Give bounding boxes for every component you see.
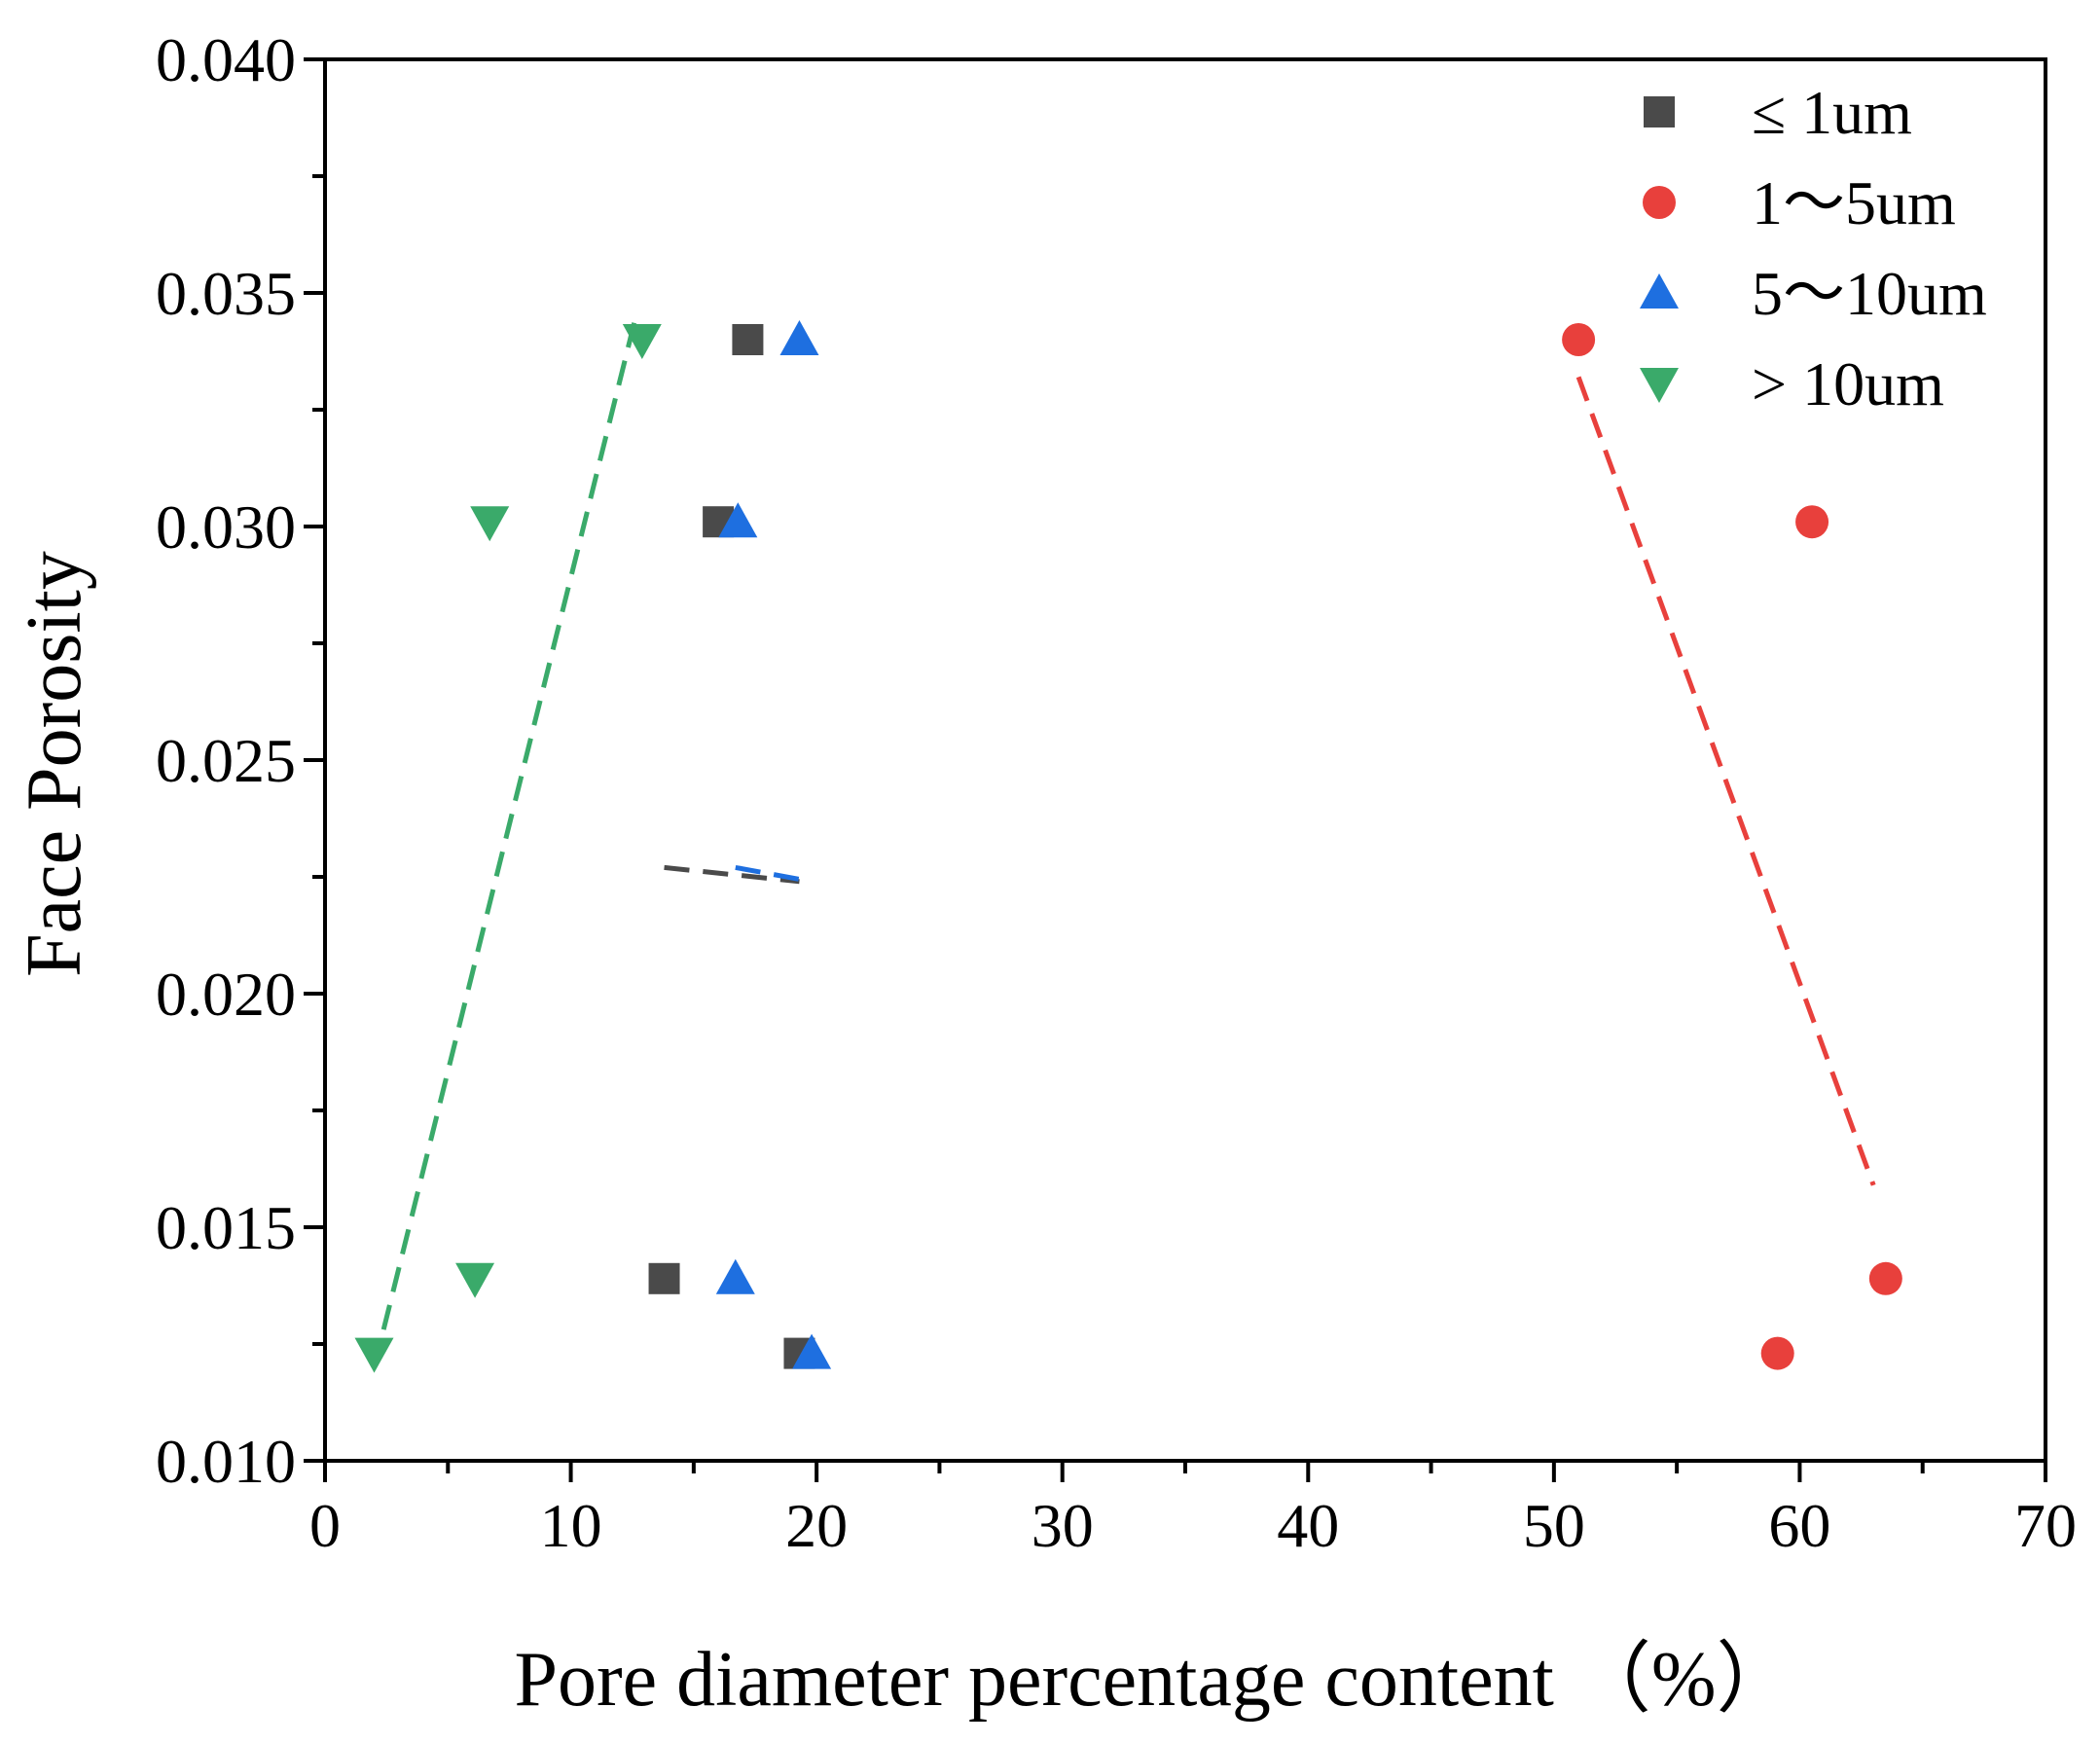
data-point	[1760, 1336, 1794, 1370]
x-tick-label: 30	[1032, 1491, 1094, 1560]
data-point	[718, 502, 758, 538]
data-point	[1562, 323, 1596, 356]
data-point	[1868, 1261, 1902, 1295]
legend-marker	[1640, 273, 1679, 309]
x-tick-label: 0	[309, 1491, 341, 1560]
legend: ≤ 1um 1～5um 5～10um > 10um	[1640, 78, 1987, 418]
x-axis-title: Pore diameter percentage content （%）	[515, 1637, 1794, 1723]
legend-label: > 10um	[1752, 349, 1944, 418]
x-tick-label: 70	[2014, 1491, 2077, 1560]
data-point	[648, 1262, 680, 1294]
data-point	[455, 1262, 495, 1298]
trendline	[1575, 376, 1876, 1186]
legend-marker	[1640, 368, 1679, 403]
y-tick-label: 0.020	[156, 960, 296, 1029]
legend-marker	[1643, 186, 1676, 219]
trendline	[735, 864, 813, 885]
data-point	[792, 1333, 832, 1369]
legend-label: ≤ 1um	[1752, 78, 1912, 147]
data-point	[470, 506, 510, 542]
y-tick-label: 0.015	[156, 1193, 296, 1262]
y-tick-label: 0.040	[156, 25, 296, 94]
x-tick-label: 60	[1768, 1491, 1830, 1560]
data-point	[622, 324, 662, 359]
y-tick-label: 0.030	[156, 492, 296, 562]
y-tick-label: 0.035	[156, 259, 296, 328]
x-tick-label: 20	[785, 1491, 848, 1560]
trendline	[664, 864, 800, 885]
legend-label: 1～5um	[1752, 168, 1956, 237]
legend-marker	[1644, 96, 1675, 127]
data-point	[354, 1337, 394, 1373]
x-tick-label: 40	[1277, 1491, 1339, 1560]
y-tick-label: 0.010	[156, 1427, 296, 1496]
x-tick-label: 10	[540, 1491, 602, 1560]
y-tick-label: 0.025	[156, 726, 296, 795]
legend-label: 5～10um	[1752, 259, 1987, 328]
trendline	[372, 320, 637, 1368]
data-point	[779, 320, 819, 355]
data-point	[715, 1258, 755, 1294]
data-point	[1795, 505, 1829, 539]
y-axis-title: Face Porosity	[12, 551, 97, 977]
data-point	[732, 324, 764, 355]
x-tick-label: 50	[1523, 1491, 1585, 1560]
